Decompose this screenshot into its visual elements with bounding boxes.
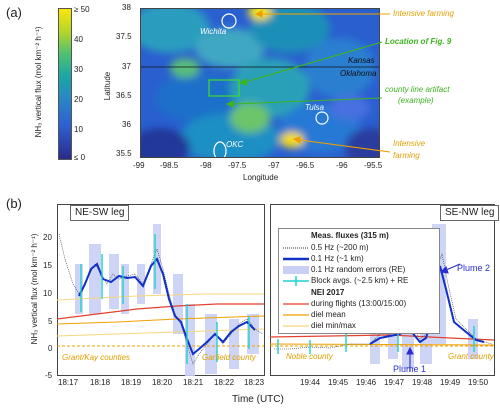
legend-item: during flights (13:00/15:00) xyxy=(311,299,407,308)
lon-tick: -97 xyxy=(268,161,280,170)
ytick: 20 xyxy=(43,233,52,242)
time-tick: 18:23 xyxy=(244,378,265,387)
time-tick: 19:45 xyxy=(328,378,349,387)
nei-diel-minmax-line xyxy=(57,293,264,301)
time-tick: 18:20 xyxy=(152,378,173,387)
legend-item: 0.1 Hz (~1 km) xyxy=(311,254,364,263)
lon-tick: -97.5 xyxy=(228,161,247,170)
time-xlabel: Time (UTC) xyxy=(232,394,284,405)
annotation-county-artifact-example: (example) xyxy=(398,96,434,105)
lat-tick: 36 xyxy=(122,120,131,129)
time-tick: 18:22 xyxy=(214,378,235,387)
colorbar-tick: 30 xyxy=(74,65,83,74)
time-tick: 18:18 xyxy=(90,378,111,387)
lon-tick: -98.5 xyxy=(160,161,179,170)
colorbar xyxy=(58,8,72,160)
flux-05hz-line xyxy=(274,252,493,350)
legend-item: 0.5 Hz (~200 m) xyxy=(311,243,369,252)
time-tick: 19:44 xyxy=(300,378,321,387)
legend-swatch-diel-mean xyxy=(283,314,309,316)
ytick: 0 xyxy=(48,344,53,353)
nei-flight-line xyxy=(57,303,264,320)
time-tick: 19:50 xyxy=(468,378,489,387)
time-tick: 19:46 xyxy=(356,378,377,387)
time-tick: 19:48 xyxy=(412,378,433,387)
flux-ylabel: NH₃ vertical flux (mol km⁻² h⁻¹) xyxy=(30,233,39,345)
colorbar-tick: 10 xyxy=(74,125,83,134)
legend-header-nei: NEI 2017 xyxy=(311,288,345,297)
right-title-box: SE-NW leg xyxy=(440,205,500,221)
legend-swatch-random-errors xyxy=(283,266,309,274)
lat-tick: 36.5 xyxy=(116,91,132,100)
plume-2-label: Plume 2 xyxy=(457,263,491,273)
left-title-box: NE-SW leg xyxy=(70,205,130,221)
lat-tick: 35.5 xyxy=(116,149,132,158)
state-oklahoma: Oklahoma xyxy=(340,69,377,78)
colorbar-tick: 20 xyxy=(74,95,83,104)
legend: Meas. fluxes (315 m) 0.5 Hz (~200 m) 0.1… xyxy=(278,228,440,334)
ytick: 15 xyxy=(43,261,52,270)
lon-tick: -96 xyxy=(336,161,348,170)
county-noble: Noble county xyxy=(286,352,333,361)
nei-diel-minmax-line xyxy=(57,328,265,337)
annotation-farming-bottom: Intensive xyxy=(393,139,426,148)
city-okc: OKC xyxy=(226,140,244,149)
legend-swatch-diel-minmax xyxy=(283,325,309,327)
lat-tick: 38 xyxy=(122,3,131,12)
annotation-fig9: Location of Fig. 9 xyxy=(385,37,452,46)
annotation-farming-bottom-2: farming xyxy=(393,151,420,160)
state-kansas: Kansas xyxy=(348,56,375,65)
annotation-farming-top: Intensive farming xyxy=(393,9,454,18)
legend-swatch-01hz xyxy=(283,257,309,261)
county-grant: Grant county xyxy=(448,352,494,361)
legend-swatch-block-avg xyxy=(283,276,309,286)
lon-tick: -98 xyxy=(200,161,212,170)
county-garfield: Garfield county xyxy=(202,353,256,362)
city-wichita: Wichita xyxy=(200,27,227,36)
time-tick: 18:21 xyxy=(183,378,204,387)
ytick: 5 xyxy=(48,317,53,326)
colorbar-min: ≤ 0 xyxy=(74,153,86,162)
map-xlabel: Longitude xyxy=(243,173,279,182)
city-tulsa: Tulsa xyxy=(305,103,324,112)
county-grant-kay: Grant/Kay counties xyxy=(62,353,131,362)
ytick: -5 xyxy=(45,371,53,380)
flux-plot-left xyxy=(57,204,265,376)
time-tick: 19:49 xyxy=(440,378,461,387)
lon-tick: -99 xyxy=(133,161,145,170)
flux-01hz-line xyxy=(78,257,256,356)
legend-swatch-05hz xyxy=(283,247,309,249)
legend-item: diel min/max xyxy=(311,321,356,330)
panel-a-tag: (a) xyxy=(6,5,22,20)
panel-b-tag: (b) xyxy=(6,196,22,211)
time-tick: 18:17 xyxy=(58,378,79,387)
colorbar-tick: 40 xyxy=(74,35,83,44)
legend-item: Block avgs. (~2.5 km) + RE xyxy=(311,276,409,285)
plume-1-label: Plume 1 xyxy=(393,364,427,374)
lat-tick: 37 xyxy=(122,62,131,71)
annotation-arrows xyxy=(225,10,391,153)
lat-tick: 37.5 xyxy=(116,32,132,41)
ytick: 10 xyxy=(43,289,52,298)
legend-item: diel mean xyxy=(311,310,346,319)
time-tick: 18:19 xyxy=(121,378,142,387)
legend-swatch-nei-flight xyxy=(283,303,309,305)
time-tick: 19:47 xyxy=(384,378,405,387)
annotation-county-artifact: county line artifact xyxy=(385,85,450,94)
lon-tick: -95.5 xyxy=(364,161,383,170)
lon-tick: -96.5 xyxy=(296,161,315,170)
nei-diel-mean-line xyxy=(270,343,495,346)
colorbar-max: ≥ 50 xyxy=(74,5,90,14)
flux-map xyxy=(140,8,380,158)
legend-header-measured: Meas. fluxes (315 m) xyxy=(311,231,389,240)
legend-item: 0.1 Hz random errors (RE) xyxy=(311,265,406,274)
nei-diel-mean-line xyxy=(57,315,265,325)
